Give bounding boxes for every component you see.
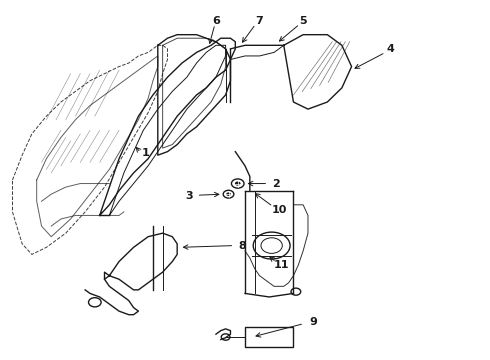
- Circle shape: [226, 193, 231, 196]
- Text: 1: 1: [142, 148, 149, 158]
- Text: 10: 10: [271, 205, 287, 215]
- Text: 5: 5: [299, 15, 307, 26]
- Text: 8: 8: [239, 240, 246, 251]
- Text: 2: 2: [272, 179, 280, 189]
- Text: 3: 3: [186, 191, 193, 201]
- Text: 9: 9: [309, 317, 317, 327]
- Text: 11: 11: [273, 260, 289, 270]
- Circle shape: [235, 181, 241, 186]
- Text: 4: 4: [387, 44, 394, 54]
- Text: 6: 6: [212, 15, 220, 26]
- Text: 7: 7: [256, 15, 264, 26]
- Bar: [245, 327, 294, 347]
